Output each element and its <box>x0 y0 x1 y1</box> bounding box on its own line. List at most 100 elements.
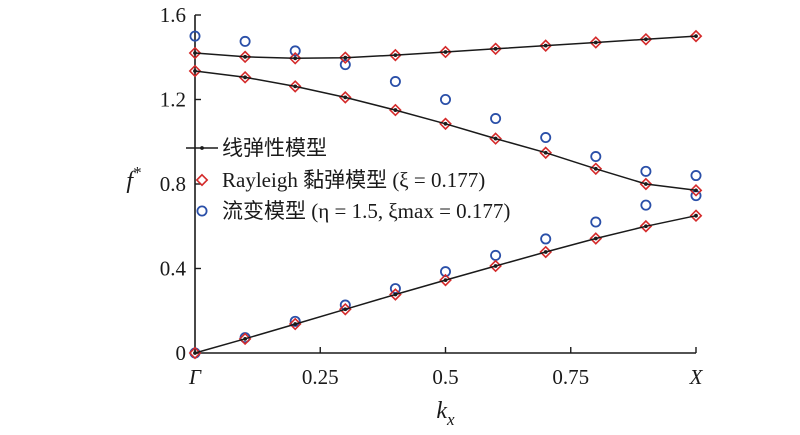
legend-marker-rayleigh <box>195 173 209 187</box>
data-point <box>288 51 302 65</box>
data-point <box>393 292 398 297</box>
data-point <box>590 151 602 163</box>
x-tick-label: 0.25 <box>302 365 339 389</box>
y-tick-label: 0 <box>176 341 187 365</box>
data-point <box>589 36 603 49</box>
data-point <box>439 45 452 59</box>
data-point <box>493 136 498 141</box>
axes: Γ 0.25 0.5 0.75 X 0 0.4 0.8 1.2 1.6 <box>160 3 704 389</box>
data-point <box>343 95 348 100</box>
y-tick-label: 0.4 <box>160 257 187 281</box>
data-point <box>489 42 502 56</box>
data-point <box>339 59 351 71</box>
x-tick-label: X <box>689 365 704 389</box>
x-axis-title: kx <box>436 398 455 429</box>
data-point <box>193 351 197 355</box>
data-point <box>338 51 352 65</box>
legend-item-rayleigh: Rayleigh 黏弹模型 (ξ = 0.177) <box>195 168 485 192</box>
data-point <box>593 40 598 45</box>
legend-label-rayleigh: Rayleigh 黏弹模型 (ξ = 0.177) <box>222 168 485 192</box>
series-circle <box>189 30 702 359</box>
data-point <box>543 250 548 254</box>
data-point <box>188 46 202 60</box>
legend-label-rheological: 流变模型 (η = 1.5, ξmax = 0.177) <box>222 199 510 223</box>
data-point <box>593 236 598 241</box>
series-diamond <box>188 29 703 360</box>
data-point <box>243 336 248 341</box>
x-tick-label: 0.75 <box>552 365 589 389</box>
legend-item-rheological: 流变模型 (η = 1.5, ξmax = 0.177) <box>196 199 510 223</box>
data-point <box>644 182 648 186</box>
data-point <box>539 39 553 52</box>
data-point <box>694 213 698 218</box>
y-axis-title-superscript: * <box>133 163 142 182</box>
data-point <box>238 50 252 64</box>
legend-item-linear-elastic: 线弹性模型 <box>186 136 327 160</box>
y-axis-title-main: f <box>126 168 136 194</box>
legend: 线弹性模型 Rayleigh 黏弹模型 (ξ = 0.177) 流变模型 (η … <box>186 136 510 223</box>
data-point <box>493 46 498 51</box>
data-point <box>490 113 502 125</box>
data-point <box>694 188 698 193</box>
data-point <box>543 150 548 155</box>
data-point <box>639 219 653 233</box>
data-point <box>389 76 401 88</box>
data-point <box>640 165 652 177</box>
x-tick-label: Γ <box>188 365 202 389</box>
legend-marker-linear-elastic <box>186 146 218 150</box>
data-point <box>389 48 402 62</box>
legend-symbol <box>195 173 209 187</box>
data-point <box>589 232 603 245</box>
data-point <box>689 29 703 43</box>
legend-marker-rheological <box>196 205 208 217</box>
data-point <box>439 94 451 106</box>
data-point <box>288 80 302 93</box>
y-tick-label: 1.2 <box>160 88 186 112</box>
y-ticks: 0 0.4 0.8 1.2 1.6 <box>160 3 201 365</box>
legend-label-linear-elastic: 线弹性模型 <box>222 136 327 160</box>
series-line-dot <box>193 34 698 355</box>
data-point <box>293 84 298 89</box>
data-point <box>389 103 402 117</box>
legend-dot <box>200 146 204 150</box>
x-ticks: Γ 0.25 0.5 0.75 X <box>188 347 704 389</box>
data-point <box>238 70 252 84</box>
y-axis-title: f* <box>126 163 141 194</box>
series-layer <box>188 29 703 360</box>
data-point <box>289 45 301 57</box>
data-point <box>540 233 552 245</box>
data-point <box>644 224 648 229</box>
data-point <box>293 322 298 326</box>
x-axis-title-subscript: x <box>446 410 455 429</box>
data-point <box>393 108 398 112</box>
data-point <box>439 266 451 278</box>
legend-symbol <box>196 205 208 217</box>
data-point <box>590 216 602 228</box>
data-point <box>343 55 348 60</box>
data-point <box>439 117 452 131</box>
data-point <box>443 50 448 54</box>
data-point <box>293 56 298 61</box>
data-point <box>243 54 248 59</box>
y-tick-label: 1.6 <box>160 3 186 27</box>
data-point <box>540 132 552 144</box>
x-axis-title-main: k <box>436 398 447 424</box>
data-point <box>689 184 703 197</box>
data-point <box>490 249 502 261</box>
data-point <box>443 121 448 126</box>
data-point <box>489 259 502 273</box>
data-point <box>193 69 197 73</box>
x-tick-label: 0.5 <box>432 365 458 389</box>
data-point <box>343 307 348 312</box>
data-point <box>690 170 702 182</box>
data-point <box>188 64 202 78</box>
data-point <box>243 75 248 80</box>
data-point <box>239 35 251 47</box>
data-point <box>543 43 548 48</box>
data-point <box>694 34 698 39</box>
data-point <box>593 166 598 171</box>
data-point <box>644 37 648 42</box>
data-point <box>639 32 653 46</box>
y-tick-label: 0.8 <box>160 172 186 196</box>
